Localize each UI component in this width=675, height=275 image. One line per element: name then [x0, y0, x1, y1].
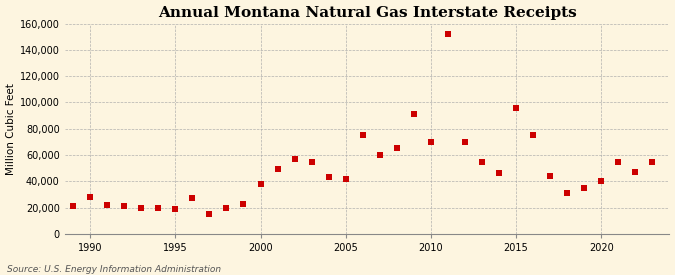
Point — [255, 182, 266, 186]
Point — [85, 195, 96, 199]
Text: Source: U.S. Energy Information Administration: Source: U.S. Energy Information Administ… — [7, 265, 221, 274]
Point — [136, 205, 146, 210]
Point — [511, 106, 522, 110]
Point — [221, 205, 232, 210]
Point — [443, 32, 454, 36]
Point — [630, 170, 641, 174]
Point — [238, 202, 249, 206]
Point — [340, 177, 351, 181]
Point — [119, 204, 130, 208]
Point — [68, 204, 78, 208]
Point — [493, 171, 504, 176]
Point — [562, 191, 572, 195]
Point — [204, 212, 215, 216]
Point — [357, 133, 368, 138]
Point — [425, 140, 436, 144]
Point — [408, 112, 419, 116]
Point — [187, 196, 198, 200]
Point — [323, 175, 334, 180]
Point — [596, 179, 607, 183]
Y-axis label: Million Cubic Feet: Million Cubic Feet — [5, 83, 16, 175]
Point — [153, 205, 164, 210]
Title: Annual Montana Natural Gas Interstate Receipts: Annual Montana Natural Gas Interstate Re… — [158, 6, 576, 20]
Point — [392, 146, 402, 151]
Point — [289, 157, 300, 161]
Point — [306, 160, 317, 164]
Point — [545, 174, 556, 178]
Point — [460, 140, 470, 144]
Point — [272, 167, 283, 172]
Point — [528, 133, 539, 138]
Point — [102, 203, 113, 207]
Point — [579, 186, 590, 190]
Point — [375, 153, 385, 157]
Point — [647, 160, 658, 164]
Point — [613, 160, 624, 164]
Point — [477, 160, 487, 164]
Point — [170, 207, 181, 211]
